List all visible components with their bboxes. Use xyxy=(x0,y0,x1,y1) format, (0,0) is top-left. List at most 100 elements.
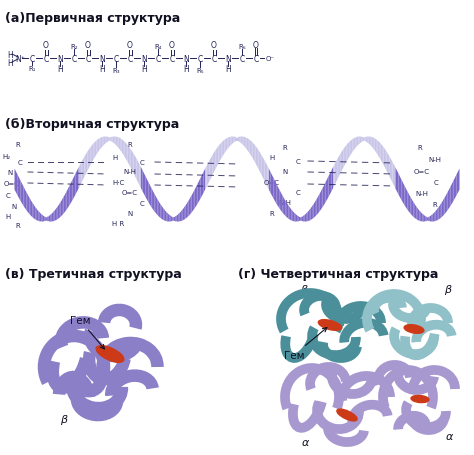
Polygon shape xyxy=(82,160,83,183)
Polygon shape xyxy=(49,216,50,222)
Text: O: O xyxy=(211,41,217,51)
Polygon shape xyxy=(46,218,47,221)
Polygon shape xyxy=(189,199,190,217)
Text: H: H xyxy=(5,213,10,219)
Polygon shape xyxy=(16,172,18,196)
Polygon shape xyxy=(132,152,134,174)
Polygon shape xyxy=(344,147,345,168)
Polygon shape xyxy=(300,218,302,221)
Polygon shape xyxy=(91,146,92,166)
Polygon shape xyxy=(100,138,101,151)
Polygon shape xyxy=(96,140,98,155)
Polygon shape xyxy=(296,215,297,222)
Polygon shape xyxy=(259,151,260,172)
Polygon shape xyxy=(342,150,344,171)
Polygon shape xyxy=(92,144,93,163)
Polygon shape xyxy=(456,172,458,196)
Polygon shape xyxy=(190,196,191,215)
Text: H: H xyxy=(7,51,13,59)
Polygon shape xyxy=(437,208,438,221)
Polygon shape xyxy=(385,150,387,171)
Polygon shape xyxy=(290,208,292,221)
Polygon shape xyxy=(53,211,55,222)
Polygon shape xyxy=(27,193,28,213)
Polygon shape xyxy=(279,191,281,211)
Polygon shape xyxy=(434,212,436,222)
Text: N: N xyxy=(225,55,231,63)
Polygon shape xyxy=(196,185,198,207)
Polygon shape xyxy=(278,187,279,209)
Polygon shape xyxy=(309,209,310,222)
Polygon shape xyxy=(207,164,208,187)
Polygon shape xyxy=(438,206,440,220)
Ellipse shape xyxy=(337,409,357,421)
Text: O: O xyxy=(127,41,133,51)
Polygon shape xyxy=(394,165,395,189)
Polygon shape xyxy=(361,137,363,142)
Text: R: R xyxy=(16,142,20,148)
Polygon shape xyxy=(337,157,339,180)
Polygon shape xyxy=(323,186,324,208)
Polygon shape xyxy=(159,202,160,219)
Polygon shape xyxy=(93,142,95,160)
Polygon shape xyxy=(155,195,156,214)
Text: O: O xyxy=(253,41,259,51)
Polygon shape xyxy=(236,138,238,141)
Polygon shape xyxy=(440,203,442,219)
Polygon shape xyxy=(318,195,319,214)
Polygon shape xyxy=(29,198,31,217)
Polygon shape xyxy=(56,207,58,221)
Text: C: C xyxy=(113,55,118,63)
Polygon shape xyxy=(37,210,38,222)
Polygon shape xyxy=(181,210,182,222)
Polygon shape xyxy=(228,137,229,150)
Polygon shape xyxy=(64,195,65,214)
Polygon shape xyxy=(180,212,181,222)
Polygon shape xyxy=(175,217,177,222)
Polygon shape xyxy=(226,138,228,152)
Polygon shape xyxy=(150,186,151,208)
Polygon shape xyxy=(157,200,159,217)
Polygon shape xyxy=(177,215,178,222)
Polygon shape xyxy=(349,141,351,157)
Polygon shape xyxy=(77,168,79,192)
Polygon shape xyxy=(44,217,46,222)
Ellipse shape xyxy=(319,320,342,331)
Polygon shape xyxy=(284,199,285,217)
Polygon shape xyxy=(143,171,144,195)
Polygon shape xyxy=(43,216,44,222)
Polygon shape xyxy=(129,147,130,168)
Text: C: C xyxy=(85,55,91,63)
Polygon shape xyxy=(369,137,370,145)
Polygon shape xyxy=(62,197,64,216)
Polygon shape xyxy=(165,211,166,222)
Polygon shape xyxy=(66,189,68,210)
Polygon shape xyxy=(376,140,378,155)
Polygon shape xyxy=(208,161,210,185)
Text: H: H xyxy=(269,155,274,161)
Polygon shape xyxy=(294,214,296,222)
Text: C: C xyxy=(18,160,22,166)
Polygon shape xyxy=(451,184,452,207)
Text: Гем: Гем xyxy=(284,328,327,360)
Polygon shape xyxy=(28,196,29,215)
Polygon shape xyxy=(123,141,125,157)
Polygon shape xyxy=(238,137,239,142)
Polygon shape xyxy=(41,215,43,222)
Polygon shape xyxy=(193,191,195,211)
Polygon shape xyxy=(326,180,327,203)
Polygon shape xyxy=(333,165,335,189)
Polygon shape xyxy=(348,142,349,160)
Polygon shape xyxy=(210,158,211,182)
Polygon shape xyxy=(34,206,36,220)
Polygon shape xyxy=(162,207,164,221)
Polygon shape xyxy=(47,217,49,222)
Text: C: C xyxy=(434,180,438,186)
Polygon shape xyxy=(382,146,383,166)
Text: C: C xyxy=(6,192,10,198)
Polygon shape xyxy=(273,179,275,202)
Polygon shape xyxy=(255,147,257,167)
Polygon shape xyxy=(303,216,305,222)
Polygon shape xyxy=(351,140,352,155)
Polygon shape xyxy=(266,164,267,187)
